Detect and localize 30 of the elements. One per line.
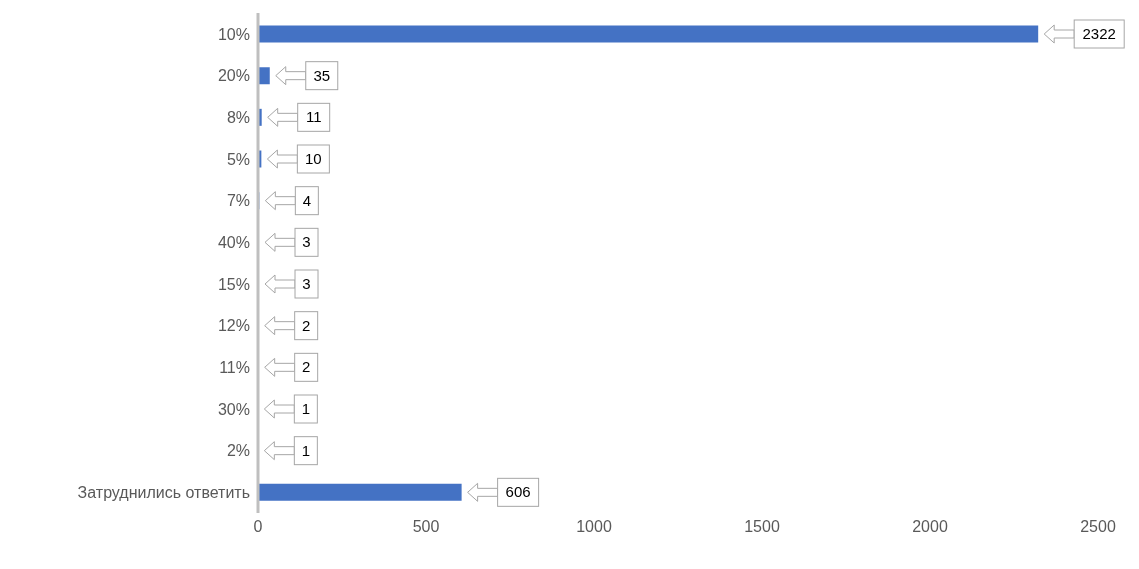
- y-tick-label: 30%: [217, 400, 250, 418]
- data-label: 3: [302, 233, 311, 251]
- x-tick-label: 1000: [576, 518, 612, 536]
- y-tick-label: 11%: [219, 358, 250, 376]
- y-tick-label: 40%: [217, 233, 250, 251]
- x-tick-label: 2000: [912, 518, 948, 536]
- x-tick-label: 1500: [744, 518, 780, 536]
- data-label: 11: [305, 108, 322, 126]
- y-tick-label: 2%: [226, 442, 250, 460]
- data-label: 1: [301, 441, 311, 459]
- y-tick-label: 10%: [217, 25, 250, 43]
- y-tick-label: 8%: [226, 108, 250, 126]
- x-tick-label: 2500: [1080, 518, 1116, 536]
- data-label: 3: [302, 275, 311, 292]
- data-label: 10: [305, 150, 322, 167]
- data-label: 2: [302, 316, 311, 334]
- y-tick-label: 20%: [217, 67, 250, 85]
- data-label: 2322: [1082, 25, 1116, 42]
- y-tick-label: 5%: [226, 150, 250, 168]
- y-tick-label: 12%: [217, 317, 250, 335]
- y-tick-label: 7%: [226, 192, 250, 210]
- x-tick-label: 0: [253, 518, 263, 536]
- data-label: 1: [301, 400, 311, 417]
- data-label: 35: [313, 66, 331, 84]
- data-label: 2: [302, 358, 311, 376]
- data-label: 606: [505, 483, 531, 501]
- y-tick-label: 15%: [217, 275, 250, 293]
- x-tick-label: 500: [412, 518, 440, 536]
- y-tick-label: Затруднились ответить: [77, 483, 250, 501]
- data-label: 4: [302, 191, 312, 209]
